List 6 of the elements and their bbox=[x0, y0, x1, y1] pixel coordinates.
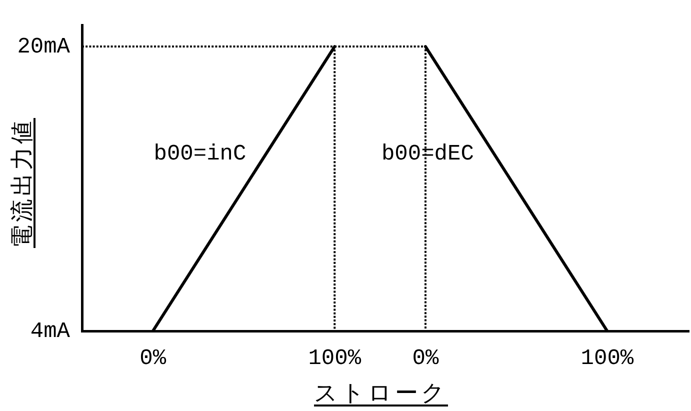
y-axis-title: 電流出力値 bbox=[10, 118, 36, 248]
annotation: b00=dEC bbox=[381, 141, 474, 166]
y-tick-label: 20mA bbox=[17, 34, 71, 60]
annotation: b00=inC bbox=[154, 141, 246, 166]
x-axis-title: ストローク bbox=[314, 380, 448, 406]
y-tick-label: 4mA bbox=[30, 318, 71, 344]
